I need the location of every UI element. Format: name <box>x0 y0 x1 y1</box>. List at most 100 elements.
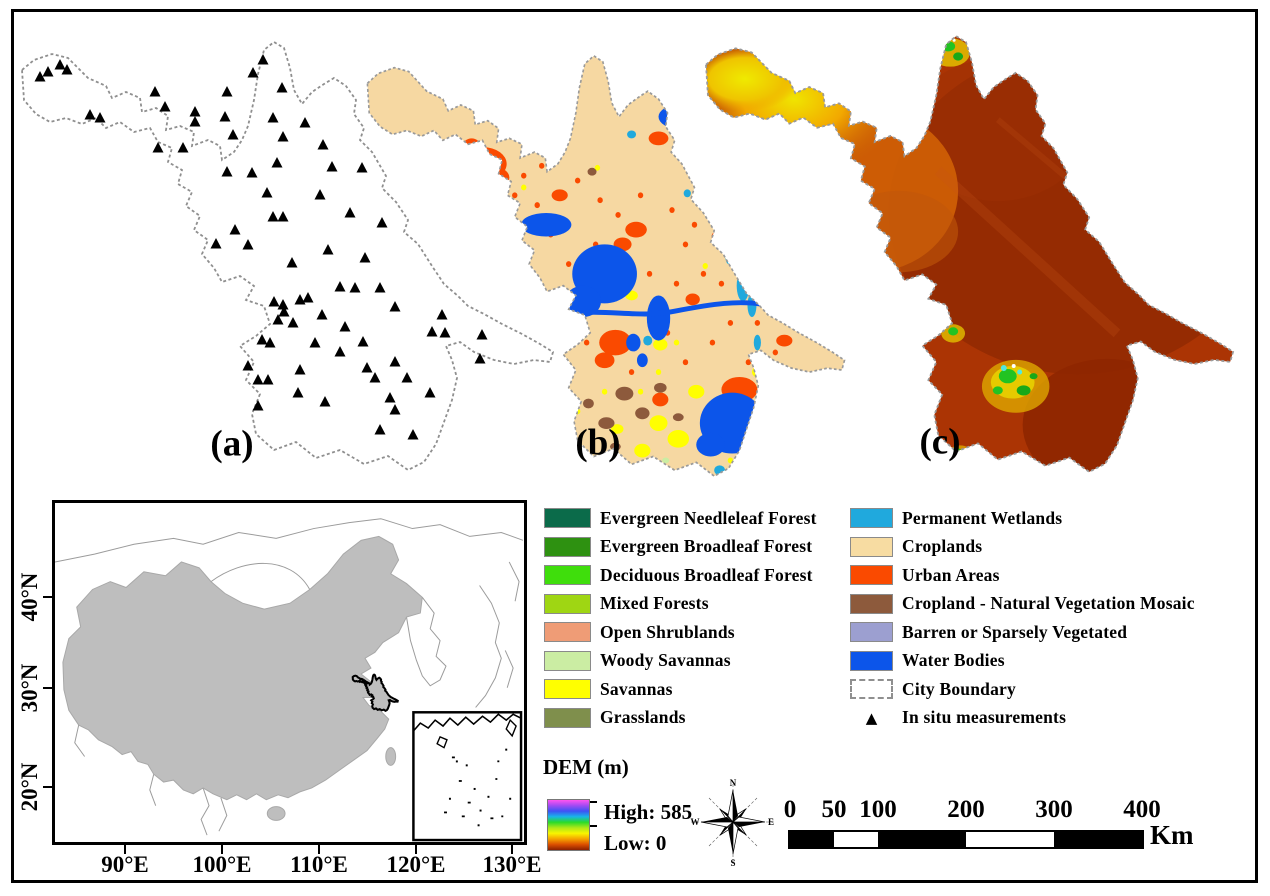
in-situ-triangle <box>152 142 164 153</box>
in-situ-triangle <box>309 337 321 348</box>
legend-color-swatch <box>544 565 591 585</box>
in-situ-triangle <box>42 66 54 77</box>
china-locator-map <box>52 500 527 845</box>
in-situ-triangle <box>177 142 189 153</box>
legend-color-swatch <box>850 536 893 557</box>
legend-label: Water Bodies <box>902 650 1005 670</box>
scalebar-label: 400 <box>1123 796 1161 823</box>
legend-color-swatch <box>850 650 893 671</box>
in-situ-triangle <box>257 54 269 65</box>
in-situ-triangle <box>221 86 233 97</box>
legend-item: Evergreen Broadleaf Forest <box>544 536 817 557</box>
dem-low-label: Low: 0 <box>604 831 667 855</box>
legend-label: Open Shrublands <box>600 621 735 642</box>
in-situ-triangle <box>401 372 413 383</box>
legend-color-swatch <box>544 707 591 728</box>
in-situ-triangle <box>316 309 328 320</box>
dem-legend-title: DEM (m) <box>543 755 629 779</box>
legend-label: Mixed Forests <box>600 593 709 613</box>
in-situ-triangle <box>94 112 106 123</box>
map-panel-a-insitu <box>21 41 554 471</box>
in-situ-triangle <box>84 109 96 120</box>
map-panel-b-landcover <box>366 54 846 478</box>
hainan-island <box>266 806 286 821</box>
taiwan-island <box>385 747 397 766</box>
y-axis-label: 30°N <box>17 663 42 713</box>
in-situ-triangle <box>334 346 346 357</box>
legend-item: Croplands <box>850 536 1195 557</box>
legend-column-left: Evergreen Needleleaf Forest Evergreen Bro… <box>544 508 817 736</box>
in-situ-triangle <box>262 374 274 385</box>
in-situ-triangle <box>264 337 276 348</box>
panel-label-c: (c) <box>919 421 961 463</box>
legend-item: Grasslands <box>544 707 817 728</box>
in-situ-triangle <box>436 309 448 320</box>
in-situ-triangle <box>384 392 396 403</box>
in-situ-triangle <box>221 166 233 177</box>
in-situ-triangle <box>287 317 299 328</box>
legend-label: Savannas <box>600 678 673 699</box>
legend-item: Deciduous Broadleaf Forest <box>544 565 817 585</box>
in-situ-triangle <box>374 282 386 293</box>
in-situ-triangle <box>278 306 290 317</box>
in-situ-triangle <box>252 400 264 411</box>
y-tick <box>43 596 52 598</box>
legend-item: Woody Savannas <box>544 650 817 671</box>
y-tick <box>43 786 52 788</box>
y-tick <box>43 687 52 689</box>
legend-item: Permanent Wetlands <box>850 508 1195 528</box>
dem-streak <box>934 166 1121 338</box>
in-situ-triangle <box>189 116 201 127</box>
legend-label: Evergreen Needleleaf Forest <box>600 507 817 528</box>
compass-w-label: W <box>691 817 700 827</box>
in-situ-triangle <box>361 362 373 373</box>
in-situ-triangle <box>359 252 371 263</box>
legend-label: Evergreen Broadleaf Forest <box>600 536 813 556</box>
in-situ-triangle <box>294 364 306 375</box>
in-situ-triangle <box>149 86 161 97</box>
in-situ-triangle <box>334 281 346 292</box>
legend-label: Grasslands <box>600 707 686 727</box>
in-situ-triangle <box>426 326 438 337</box>
dem-colorbar <box>547 799 590 851</box>
in-situ-triangle <box>286 257 298 268</box>
x-tick <box>415 845 417 854</box>
in-situ-triangle <box>369 372 381 383</box>
legend-label: Permanent Wetlands <box>902 507 1063 528</box>
in-situ-triangle <box>424 387 436 398</box>
in-situ-triangle <box>242 239 254 250</box>
in-situ-triangle <box>277 131 289 142</box>
in-situ-triangle <box>261 187 273 198</box>
in-situ-triangle <box>389 404 401 415</box>
legend-color-swatch <box>850 565 893 585</box>
scalebar-segment <box>790 832 834 847</box>
legend-item: Open Shrublands <box>544 622 817 642</box>
dem-tick-mid <box>590 825 597 827</box>
compass-s-label: S <box>730 858 735 868</box>
in-situ-triangle <box>272 314 284 325</box>
in-situ-triangle <box>349 282 361 293</box>
in-situ-triangle <box>219 111 231 122</box>
south-china-sea-inset <box>412 711 523 842</box>
in-situ-triangle <box>242 360 254 371</box>
x-axis-label: 90°E <box>101 852 149 877</box>
y-axis-label: 40°N <box>17 572 42 622</box>
in-situ-triangle <box>317 139 329 150</box>
legend-color-swatch <box>544 536 591 557</box>
in-situ-triangle <box>159 101 171 112</box>
in-situ-triangle <box>256 334 268 345</box>
legend-color-swatch <box>850 508 893 528</box>
in-situ-triangle <box>356 162 368 173</box>
in-situ-triangle <box>322 244 334 255</box>
scalebar-label: 50 <box>821 796 847 823</box>
legend-item: Savannas <box>544 679 817 699</box>
in-situ-triangle <box>268 296 280 307</box>
scalebar-label: 300 <box>1035 796 1073 823</box>
scalebar-label: 200 <box>947 796 985 823</box>
in-situ-triangle <box>302 292 314 303</box>
compass-rose: N E S W <box>691 778 775 868</box>
legend-label: Barren or Sparsely Vegetated <box>902 621 1128 642</box>
legend-color-swatch <box>850 622 893 642</box>
in-situ-triangle <box>271 157 283 168</box>
